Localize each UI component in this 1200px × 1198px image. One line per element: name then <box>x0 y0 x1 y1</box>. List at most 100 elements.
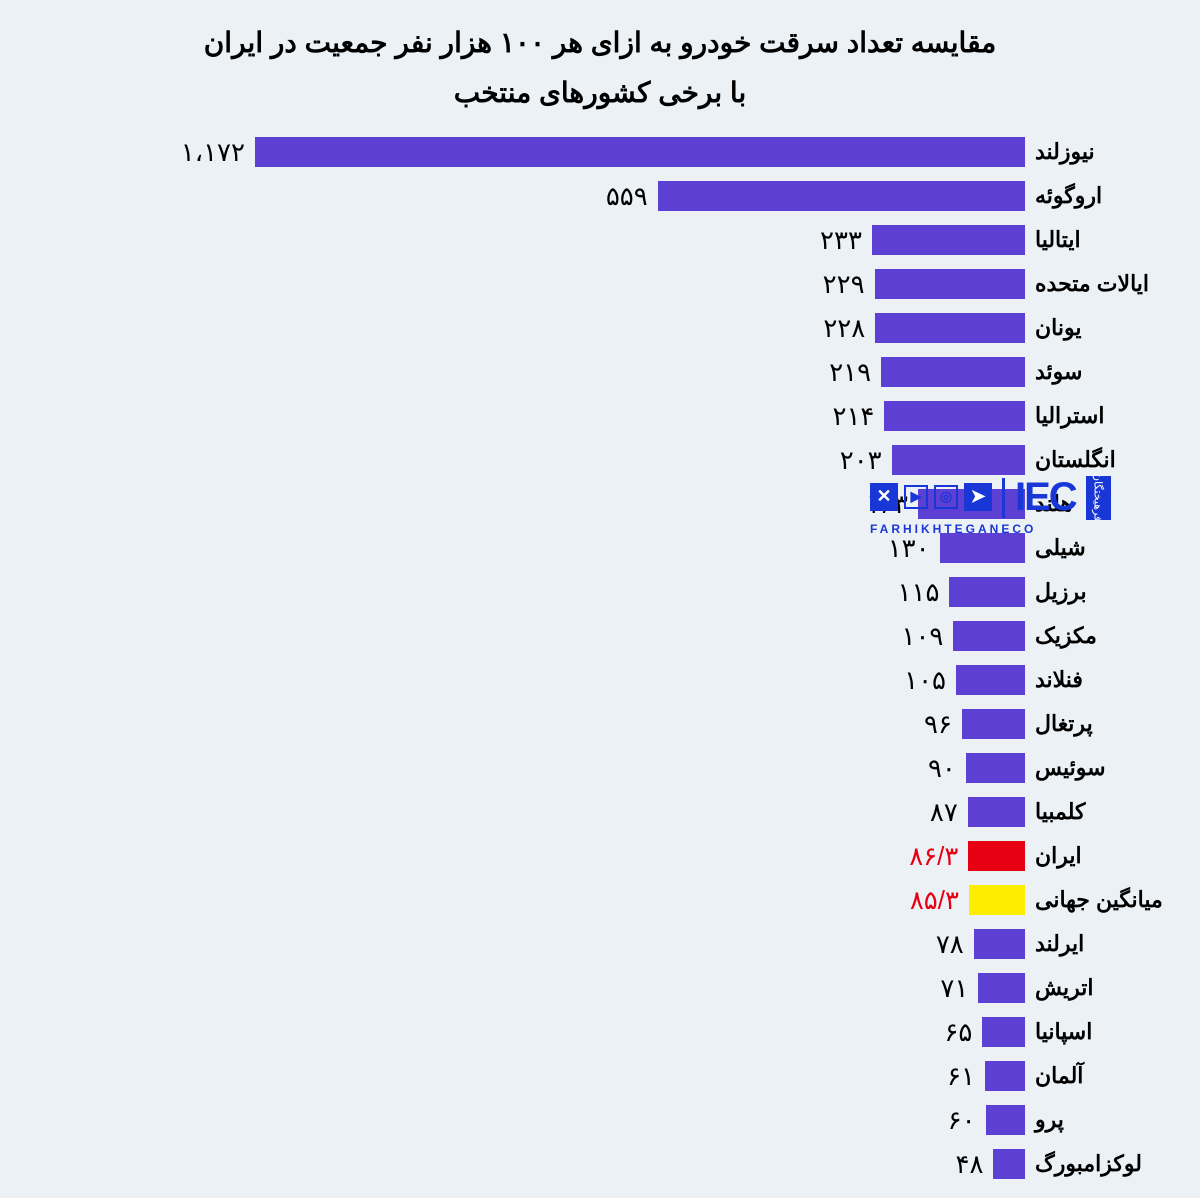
bar-wrap: ۲۰۳ <box>0 445 1025 476</box>
value-label: ۲۲۸ <box>823 313 875 344</box>
youtube-icon: ▶ <box>904 485 928 509</box>
value-label: ۸۶/۳ <box>909 841 968 872</box>
value-label: ۶۰ <box>948 1105 986 1136</box>
logo-iec-text: IEC <box>1015 475 1076 520</box>
value-label: ۴۸ <box>956 1149 994 1180</box>
bar-row: ایتالیا۲۳۳ <box>0 218 1200 262</box>
row-label: انگلستان <box>1025 447 1200 473</box>
value-label: ۲۳۳ <box>820 225 872 256</box>
bar-row: کلمبیا۸۷ <box>0 790 1200 834</box>
bar-row: مکزیک۱۰۹ <box>0 614 1200 658</box>
bar-row: پرو ۶۰ <box>0 1098 1200 1142</box>
value-label: ۹۶ <box>924 709 962 740</box>
bar <box>953 621 1025 651</box>
row-label: اتریش <box>1025 975 1200 1001</box>
bar <box>993 1149 1025 1179</box>
logo-separator <box>1002 478 1005 518</box>
value-label: ۷۸ <box>936 929 974 960</box>
bar <box>884 401 1025 431</box>
bar <box>875 313 1025 343</box>
bar <box>985 1061 1025 1091</box>
bar-wrap: ۶۵ <box>0 1017 1025 1048</box>
bar <box>881 357 1025 387</box>
bar-wrap: ۶۱ <box>0 1061 1025 1092</box>
bar-wrap: ۲۳۳ <box>0 225 1025 256</box>
bar-row: نیوزلند۱،۱۷۲ <box>0 130 1200 174</box>
bar-wrap: ۲۱۴ <box>0 401 1025 432</box>
bar <box>949 577 1025 607</box>
value-label: ۶۵ <box>944 1017 982 1048</box>
instagram-icon: ◎ <box>934 485 958 509</box>
bar <box>962 709 1025 739</box>
bar-wrap: ۸۷ <box>0 797 1025 828</box>
bar <box>892 445 1025 475</box>
bar-wrap: ۵۵۹ <box>0 181 1025 212</box>
bar-row: اروگوئه ۵۵۹ <box>0 174 1200 218</box>
value-label: ۱۱۵ <box>898 577 950 608</box>
bar-wrap: ۸۶/۳ <box>0 841 1025 872</box>
row-label: ایران <box>1025 843 1200 869</box>
bar <box>255 137 1025 167</box>
bar <box>978 973 1025 1003</box>
row-label: پرو <box>1025 1107 1200 1133</box>
bar <box>940 533 1025 563</box>
bar <box>974 929 1025 959</box>
value-label: ۱۰۵ <box>904 665 956 696</box>
bar-row: ایران ۸۶/۳ <box>0 834 1200 878</box>
bar <box>969 885 1025 915</box>
value-label: ۱۳۰ <box>888 533 940 564</box>
row-label: شیلی <box>1025 535 1200 561</box>
logo-farhikhtegan: فرهیختگان <box>1086 476 1111 520</box>
bar <box>956 665 1025 695</box>
bar-wrap: ۱۳۰ <box>0 533 1025 564</box>
bar-wrap: ۱۱۵ <box>0 577 1025 608</box>
value-label: ۹۰ <box>928 753 966 784</box>
chart-title-block: مقایسه تعداد سرقت خودرو به ازای هر ۱۰۰ ه… <box>0 0 1200 119</box>
social-icons-row: ✕ ▶ ◎ ➤ <box>870 483 992 511</box>
bar-row: ایرلند ۷۸ <box>0 922 1200 966</box>
value-label: ۱،۱۷۲ <box>181 137 255 168</box>
branding-block: ✕ ▶ ◎ ➤ IEC فرهیختگان FARHIKHTEGANECO <box>870 475 1111 536</box>
row-label: آلمان <box>1025 1063 1200 1089</box>
bar-wrap: ۱،۱۷۲ <box>0 137 1025 168</box>
bar <box>986 1105 1025 1135</box>
row-label: سوئیس <box>1025 755 1200 781</box>
value-label: ۲۱۹ <box>829 357 881 388</box>
bar-row: برزیل۱۱۵ <box>0 570 1200 614</box>
bar-row: اسپانیا ۶۵ <box>0 1010 1200 1054</box>
title-line-2: با برخی کشورهای منتخب <box>0 68 1200 118</box>
bar-wrap: ۸۵/۳ <box>0 885 1025 916</box>
bar-row: لوکزامبورگ ۴۸ <box>0 1142 1200 1186</box>
value-label: ۵۵۹ <box>606 181 658 212</box>
bar-row: آلمان ۶۱ <box>0 1054 1200 1098</box>
bar-wrap: ۲۲۹ <box>0 269 1025 300</box>
value-label: ۷۱ <box>940 973 978 1004</box>
bar-row: میانگین جهانی ۸۵/۳ <box>0 878 1200 922</box>
bar-wrap: ۲۱۹ <box>0 357 1025 388</box>
row-label: ایرلند <box>1025 931 1200 957</box>
bar-chart: نیوزلند۱،۱۷۲ اروگوئه ۵۵۹ ایتالیا۲۳۳ ایالات م… <box>0 130 1200 1178</box>
row-label: فنلاند <box>1025 667 1200 693</box>
bar-row: فنلاند ۱۰۵ <box>0 658 1200 702</box>
bar <box>875 269 1025 299</box>
bar <box>982 1017 1025 1047</box>
row-label: ایالات متحده <box>1025 271 1200 297</box>
row-label: اروگوئه <box>1025 183 1200 209</box>
bar-wrap: ۴۸ <box>0 1149 1025 1180</box>
bar-wrap: ۹۰ <box>0 753 1025 784</box>
row-label: یونان <box>1025 315 1200 341</box>
bar-row: پرتغال ۹۶ <box>0 702 1200 746</box>
value-label: ۸۵/۳ <box>910 885 969 916</box>
value-label: ۶۱ <box>947 1061 985 1092</box>
bar-wrap: ۱۰۵ <box>0 665 1025 696</box>
title-line-1: مقایسه تعداد سرقت خودرو به ازای هر ۱۰۰ ه… <box>0 18 1200 68</box>
row-label: لوکزامبورگ <box>1025 1151 1200 1177</box>
bar-wrap: ۷۱ <box>0 973 1025 1004</box>
row-label: سوئد <box>1025 359 1200 385</box>
row-label: میانگین جهانی <box>1025 887 1200 913</box>
value-label: ۲۱۴ <box>833 401 885 432</box>
bar-wrap: ۹۶ <box>0 709 1025 740</box>
row-label: پرتغال <box>1025 711 1200 737</box>
row-label: اسپانیا <box>1025 1019 1200 1045</box>
bar-row: یونان ۲۲۸ <box>0 306 1200 350</box>
